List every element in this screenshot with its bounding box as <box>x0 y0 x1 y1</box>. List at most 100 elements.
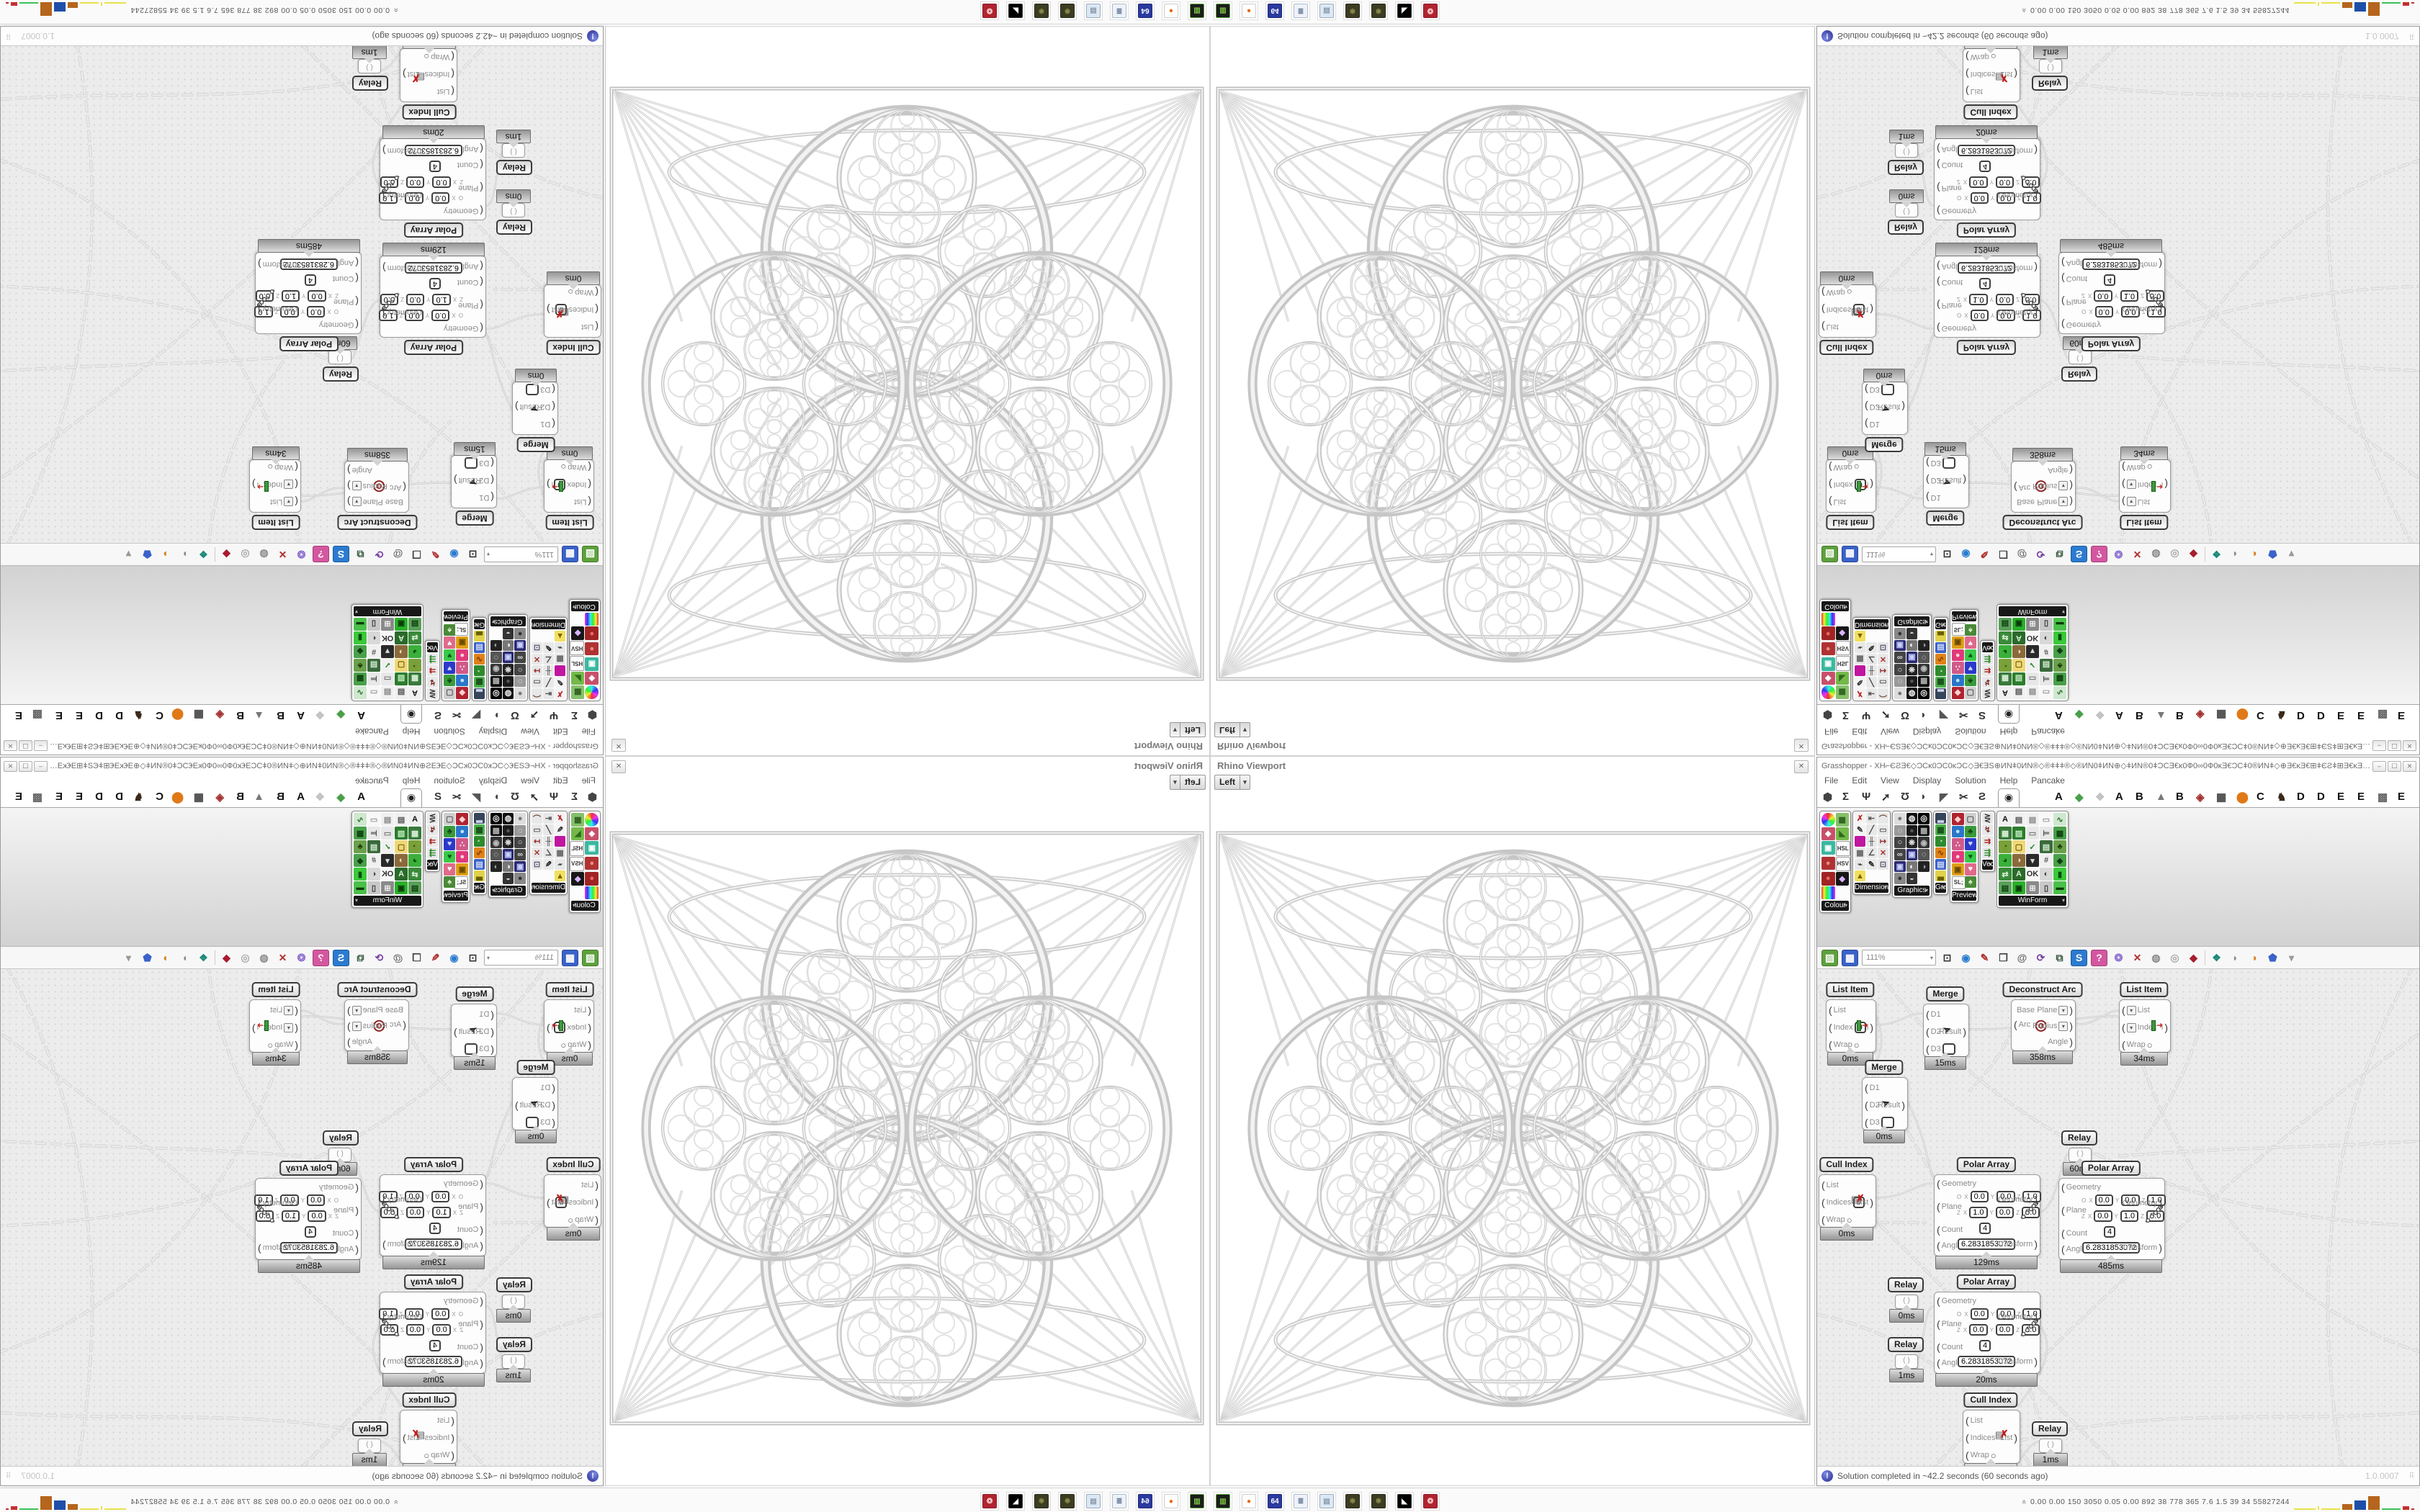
palette-label[interactable]: Grap..▾ <box>474 619 485 629</box>
port[interactable]: (Count <box>1937 276 1963 288</box>
port[interactable]: (Plane <box>1937 1318 1962 1330</box>
port[interactable]: Geometry) <box>382 307 422 318</box>
palette-label[interactable]: Preview ▾ <box>1952 611 1976 621</box>
tab-plugin[interactable]: E <box>2357 791 2365 803</box>
palette-component-icon[interactable]: ▮ <box>354 631 367 644</box>
palette-component-icon[interactable]: OK <box>381 631 394 644</box>
toolbar-button[interactable]: ⧉ <box>357 951 364 963</box>
node-title[interactable]: Polar Array <box>279 1161 339 1176</box>
palette-component-icon[interactable]: ╱ <box>543 824 554 835</box>
palette-component-icon[interactable]: ▦ <box>354 827 367 840</box>
port[interactable]: (Geometry <box>319 319 359 330</box>
palette-component-icon[interactable]: OK <box>2026 631 2039 644</box>
node-cull-index[interactable]: (List(Indices(Wrap ○ ▤✗ List) <box>400 48 457 102</box>
palette-component-icon[interactable]: HSL <box>570 656 585 671</box>
palette-component-icon[interactable]: ╱ <box>543 677 554 688</box>
count-value[interactable]: 4 <box>1979 278 1991 289</box>
palette-component-icon[interactable]: SL; <box>454 876 468 889</box>
palette-component-icon[interactable]: ▨ <box>2012 672 2025 685</box>
toolbar-button[interactable]: ? <box>313 949 329 966</box>
port[interactable]: (List <box>574 1004 591 1016</box>
port[interactable]: i) <box>547 1022 554 1033</box>
port[interactable]: (Geometry <box>444 1178 483 1189</box>
node-cull-index[interactable]: (List(Indices 0(Wrap ○ ▤✗ List) <box>1819 284 1876 338</box>
taskbar-app-icon[interactable]: 64 <box>1136 1492 1155 1511</box>
node-title[interactable]: List Item <box>1826 515 1875 530</box>
palette-component-icon[interactable]: ▭ <box>381 672 394 685</box>
palette-component-icon[interactable]: ◍ <box>1906 813 1918 824</box>
toolbar-button[interactable]: ✎ <box>431 951 440 963</box>
toolbar-button[interactable]: ▦ <box>562 546 578 563</box>
palette-component-icon[interactable]: ▣ <box>502 849 514 860</box>
palette-component-icon[interactable]: ▾ <box>2026 854 2039 867</box>
port[interactable]: Angle) <box>2048 1036 2073 1048</box>
port[interactable]: Geometry) <box>382 1311 422 1323</box>
port[interactable]: Geometry) <box>382 189 422 201</box>
toolbar-button[interactable]: ✎ <box>1980 549 1989 561</box>
menu-item-view[interactable]: View <box>521 726 539 737</box>
toolbar-button[interactable]: ◉ <box>1961 549 1971 561</box>
palette-component-icon[interactable]: ▦ <box>474 824 485 835</box>
palette-component-icon[interactable]: ♥ <box>1964 649 1976 662</box>
port[interactable]: (D2 <box>479 474 494 486</box>
palette-component-icon[interactable]: ▤ <box>2026 686 2039 699</box>
resize-grip[interactable]: ⠿ <box>5 1472 12 1480</box>
port[interactable]: Result) <box>1878 1099 1905 1111</box>
palette-component-icon[interactable]: ▤ <box>381 813 394 826</box>
palette-component-icon[interactable]: ♥ <box>444 850 456 863</box>
palette-component-icon[interactable]: ▃ <box>1935 870 1946 881</box>
node-title[interactable]: Relay <box>496 1337 533 1352</box>
toolbar-button[interactable]: ◎ <box>241 951 250 963</box>
menu-item-edit[interactable]: Edit <box>552 775 568 786</box>
port[interactable]: Geometry) <box>382 1194 422 1205</box>
tab-plugin[interactable]: ♞ <box>2277 708 2287 721</box>
palette-component-icon[interactable]: ◑ <box>1918 639 1930 652</box>
palette-component-icon[interactable]: ▾ <box>381 854 394 867</box>
toolbar-button[interactable]: ◉ <box>449 951 459 963</box>
port[interactable]: (List <box>574 496 591 508</box>
node-title[interactable]: Merge <box>516 1060 555 1075</box>
port[interactable]: (Plane <box>2061 1205 2087 1216</box>
tab-plugin[interactable]: ◈ <box>2196 791 2205 804</box>
taskbar-app-icon[interactable]: 64 <box>1265 1492 1284 1511</box>
tab-plugin[interactable]: C <box>2257 709 2264 721</box>
palette-component-icon[interactable]: ◌ <box>1918 652 1930 663</box>
palette-component-icon[interactable]: ◆ <box>585 827 599 840</box>
menu-item-view[interactable]: View <box>1881 726 1899 737</box>
palette-component-icon[interactable]: ▤ <box>367 840 380 853</box>
toolbar-button[interactable]: ▨ <box>1821 949 1838 966</box>
palette-component-icon[interactable]: ♥ <box>444 636 456 649</box>
toolbar-button[interactable]: ❒ <box>1999 549 2008 561</box>
toolbar-button[interactable]: ◑ <box>163 549 169 560</box>
palette-component-icon[interactable]: ♥ <box>444 649 456 662</box>
tab-plugin[interactable]: ▦ <box>193 791 204 804</box>
port[interactable]: (Geometry <box>2061 319 2101 330</box>
toolbar-button[interactable]: ✕ <box>2133 549 2142 561</box>
palette-component-icon[interactable]: ▣ <box>2012 618 2025 631</box>
node-title[interactable]: Polar Array <box>1956 340 2017 355</box>
palette-component-icon[interactable]: HSL <box>1835 656 1850 671</box>
tab-plugin[interactable]: E <box>14 791 22 803</box>
port[interactable]: (Arc <box>2014 482 2031 493</box>
palette-component-icon[interactable]: ◑ <box>2012 854 2025 867</box>
tab-category-icon[interactable]: ◗ <box>493 709 500 721</box>
toolbar-button[interactable]: ▦ <box>562 949 578 966</box>
node-title[interactable]: Merge <box>455 986 494 1002</box>
palette-component-icon[interactable]: SL; <box>1952 623 1966 636</box>
taskbar-app-icon[interactable]: ● <box>1162 1492 1180 1511</box>
palette-component-icon[interactable]: ✗ <box>1855 688 1865 699</box>
palette-component-icon[interactable]: ╱ <box>1866 677 1877 688</box>
palette-component-icon[interactable]: ◐ <box>367 868 380 881</box>
tab-category-icon[interactable]: ◤ <box>1940 791 1948 804</box>
palette-component-icon[interactable]: ◆ <box>571 872 585 886</box>
palette-component-icon[interactable]: ▃ <box>1935 631 1946 642</box>
solver-info-icon[interactable]: ! <box>1821 1470 1833 1482</box>
port[interactable]: (D1 <box>540 418 555 430</box>
port[interactable]: List) <box>2000 68 2017 80</box>
node-list-item[interactable]: (List(Index 0(Wrap ○➜i) <box>544 459 594 513</box>
taskbar-app-icon[interactable]: 64 <box>1136 1 1155 20</box>
palette-component-icon[interactable]: ▭ <box>381 827 394 840</box>
palette-component-icon[interactable]: ◌ <box>490 849 502 860</box>
palette-component-icon[interactable] <box>585 886 599 899</box>
palette-component-icon[interactable]: ✓ <box>2026 659 2039 672</box>
